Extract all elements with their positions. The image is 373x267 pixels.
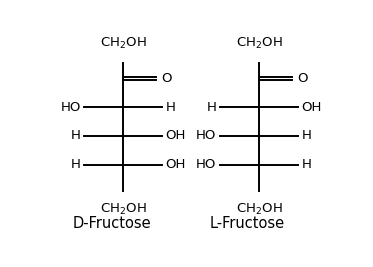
Text: O: O bbox=[298, 72, 308, 85]
Text: H: H bbox=[302, 158, 311, 171]
Text: L-Fructose: L-Fructose bbox=[210, 217, 285, 231]
Text: D-Fructose: D-Fructose bbox=[72, 217, 151, 231]
Text: HO: HO bbox=[60, 101, 81, 113]
Text: H: H bbox=[166, 101, 176, 113]
Text: OH: OH bbox=[166, 158, 186, 171]
Text: OH: OH bbox=[166, 129, 186, 142]
Text: CH$_2$OH: CH$_2$OH bbox=[236, 202, 282, 217]
Text: OH: OH bbox=[302, 101, 322, 113]
Text: CH$_2$OH: CH$_2$OH bbox=[236, 36, 282, 50]
Text: H: H bbox=[207, 101, 217, 113]
Text: H: H bbox=[71, 129, 81, 142]
Text: CH$_2$OH: CH$_2$OH bbox=[100, 202, 147, 217]
Text: H: H bbox=[71, 158, 81, 171]
Text: HO: HO bbox=[196, 129, 217, 142]
Text: H: H bbox=[302, 129, 311, 142]
Text: CH$_2$OH: CH$_2$OH bbox=[100, 36, 147, 50]
Text: HO: HO bbox=[196, 158, 217, 171]
Text: O: O bbox=[162, 72, 172, 85]
